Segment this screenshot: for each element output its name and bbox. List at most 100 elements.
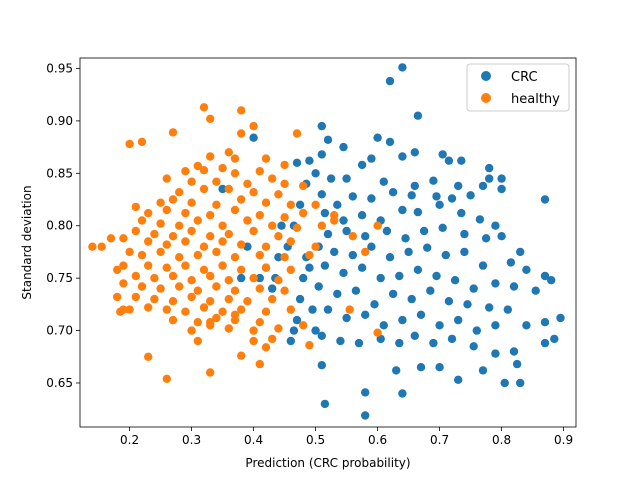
data-point — [404, 247, 413, 257]
data-point — [144, 303, 153, 312]
data-point — [317, 121, 326, 131]
data-point — [292, 315, 302, 325]
data-point — [317, 221, 326, 230]
data-point — [156, 219, 165, 228]
data-point — [348, 250, 357, 260]
y-tick-label: 0.65 — [46, 376, 73, 390]
x-tick-label: 0.8 — [492, 433, 511, 447]
data-point — [230, 310, 240, 319]
data-point — [522, 265, 531, 274]
data-point — [317, 331, 326, 340]
data-point — [255, 284, 264, 293]
data-point — [460, 247, 469, 257]
data-point — [237, 240, 246, 249]
data-point — [376, 334, 385, 344]
data-point — [289, 326, 299, 335]
data-point — [286, 336, 295, 346]
data-point — [385, 76, 395, 86]
data-point — [320, 399, 330, 409]
data-point — [516, 247, 525, 257]
data-point — [218, 237, 227, 246]
data-point — [348, 232, 357, 241]
data-point — [373, 328, 382, 337]
data-point — [212, 177, 221, 186]
data-point — [150, 229, 159, 239]
data-point — [249, 188, 258, 197]
data-point — [261, 198, 271, 207]
data-point — [199, 303, 209, 312]
data-point — [131, 271, 140, 281]
data-point — [181, 167, 190, 176]
data-point — [274, 253, 283, 262]
x-tick-label: 0.2 — [120, 433, 139, 447]
x-axis-label: Prediction (CRC probability) — [245, 456, 410, 470]
data-point — [333, 289, 342, 299]
data-point — [429, 338, 438, 348]
data-point — [144, 237, 153, 246]
data-point — [407, 294, 416, 304]
data-point — [106, 234, 116, 243]
data-point — [370, 300, 379, 309]
data-point — [218, 261, 227, 270]
data-point — [125, 139, 134, 149]
data-point — [181, 208, 190, 218]
data-point — [398, 63, 407, 72]
data-point — [199, 265, 209, 274]
data-point — [516, 378, 525, 388]
data-point — [280, 179, 289, 188]
data-point — [395, 271, 404, 281]
data-point — [162, 374, 171, 383]
data-point — [255, 318, 264, 327]
x-tick-label: 0.6 — [368, 433, 387, 447]
data-point — [187, 226, 196, 236]
data-point — [237, 351, 246, 360]
data-point — [506, 258, 516, 267]
data-point — [478, 181, 488, 191]
data-point — [243, 216, 252, 225]
data-point — [317, 150, 326, 159]
data-point — [308, 305, 317, 314]
data-point — [311, 200, 320, 209]
data-point — [345, 305, 354, 314]
data-point — [457, 208, 466, 218]
data-point — [286, 237, 295, 246]
data-point — [373, 133, 382, 142]
data-point — [224, 324, 233, 333]
series-crc — [218, 63, 565, 420]
data-point — [286, 200, 295, 209]
data-point — [491, 321, 500, 330]
data-point — [150, 294, 159, 304]
data-point — [320, 261, 330, 270]
data-point — [450, 276, 460, 285]
data-point — [237, 129, 246, 138]
data-point — [206, 368, 215, 377]
data-point — [438, 223, 447, 232]
data-point — [299, 273, 308, 283]
data-point — [463, 300, 472, 309]
data-point — [131, 226, 140, 236]
data-point — [224, 294, 233, 304]
data-point — [255, 167, 264, 176]
data-point — [491, 221, 500, 230]
data-point — [237, 273, 246, 283]
data-point — [168, 315, 178, 325]
data-point — [354, 338, 364, 348]
data-point — [199, 103, 209, 112]
data-point — [531, 286, 540, 295]
data-point — [500, 378, 509, 388]
data-point — [224, 184, 233, 194]
data-point — [206, 114, 215, 124]
data-point — [292, 223, 302, 232]
data-point — [156, 284, 165, 293]
series-healthy — [88, 103, 382, 383]
data-point — [481, 234, 491, 243]
data-point — [339, 268, 348, 278]
data-point — [199, 184, 209, 194]
data-point — [410, 148, 419, 157]
data-point — [181, 237, 190, 246]
data-point — [357, 160, 367, 170]
data-point — [429, 176, 438, 185]
data-point — [330, 247, 339, 257]
legend: CRC healthy — [466, 63, 570, 112]
data-point — [550, 334, 559, 344]
